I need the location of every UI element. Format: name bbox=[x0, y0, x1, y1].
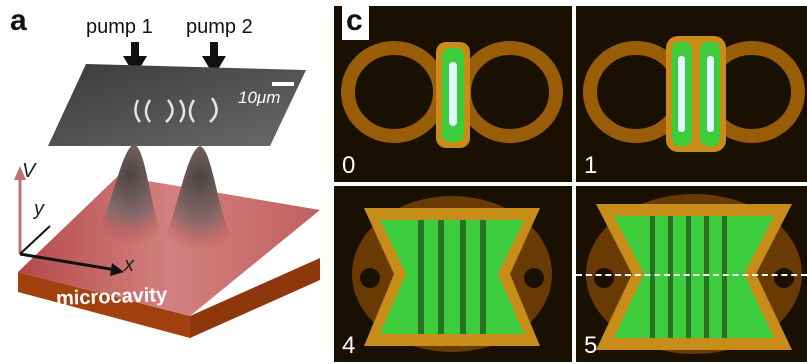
emission-rings bbox=[134, 97, 218, 123]
tile-1-label: 1 bbox=[584, 152, 598, 179]
pump-2-label: pump 2 bbox=[186, 16, 253, 38]
image-tile-4: 4 bbox=[334, 186, 572, 362]
peak-2 bbox=[160, 146, 240, 252]
pump-2-arrow-icon bbox=[202, 42, 226, 76]
scalebar-label: 10μm bbox=[238, 88, 281, 107]
image-tile-1: 1 bbox=[576, 6, 807, 182]
cut-dashed-line bbox=[576, 274, 807, 276]
tile-4-label: 4 bbox=[342, 332, 356, 359]
axis-x-label: x bbox=[124, 254, 134, 276]
axis-v-label: V bbox=[22, 160, 36, 182]
panel-a-illustration bbox=[14, 42, 320, 338]
microcavity-side-right bbox=[190, 258, 320, 338]
tile-5-label: 5 bbox=[584, 332, 598, 359]
axis-y-label: y bbox=[34, 198, 44, 220]
panel-c-letter: c bbox=[342, 6, 369, 40]
emission-sheet bbox=[48, 64, 306, 146]
tile-0-label: 0 bbox=[342, 152, 356, 179]
scalebar-line bbox=[272, 82, 294, 86]
image-tile-0: 0 bbox=[334, 6, 572, 182]
peak-1 bbox=[92, 144, 168, 246]
microcavity-side-front bbox=[18, 272, 190, 338]
pump-1-label: pump 1 bbox=[86, 16, 153, 38]
panel-a-letter: a bbox=[10, 4, 27, 37]
microcavity-label: microcavity bbox=[55, 284, 168, 310]
